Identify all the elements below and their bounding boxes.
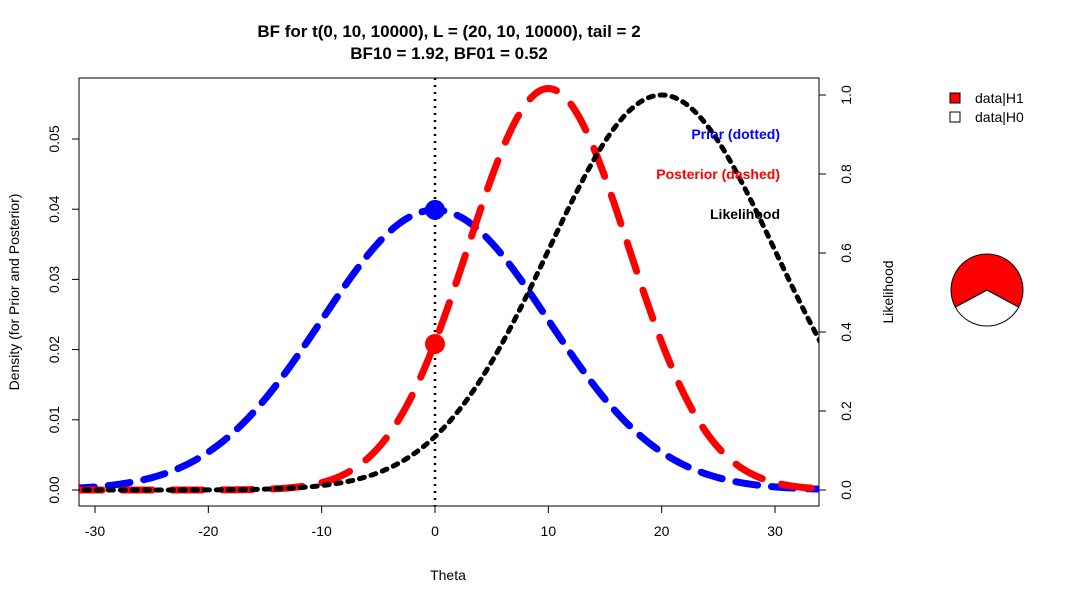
prior-at-zero-point xyxy=(425,199,445,220)
x-tick-label: 10 xyxy=(541,523,557,539)
y-left-tick-label: 0.04 xyxy=(46,195,62,222)
x-tick-label: -20 xyxy=(198,523,218,539)
y-right-tick-label: 0.4 xyxy=(838,322,854,342)
annotation-likelihood: Likelihood xyxy=(710,206,780,222)
pie-chart xyxy=(950,253,1024,327)
y-right-tick-label: 0.8 xyxy=(838,164,854,184)
x-tick-label: 20 xyxy=(654,523,670,539)
y-left-tick-label: 0.00 xyxy=(46,476,62,503)
x-tick-label: -10 xyxy=(312,523,332,539)
legend-swatch-h0 xyxy=(949,111,961,123)
pie-slice-h1 xyxy=(950,253,1024,308)
posterior-curve xyxy=(79,84,819,494)
y-left-tick-label: 0.02 xyxy=(46,336,62,363)
legend: data|H1 data|H0 xyxy=(949,90,1024,125)
y-right-tick-label: 0.0 xyxy=(838,480,854,500)
series-group xyxy=(79,78,819,506)
chart-subtitle: BF10 = 1.92, BF01 = 0.52 xyxy=(350,44,548,63)
y-left-tick-label: 0.05 xyxy=(46,125,62,152)
x-tick-label: 30 xyxy=(767,523,783,539)
legend-label-h0: data|H0 xyxy=(975,109,1024,125)
y-axis-label-right: Likelihood xyxy=(880,260,896,323)
x-tick-label: -30 xyxy=(85,523,105,539)
legend-swatch-h1 xyxy=(949,92,961,104)
chart-title: BF for t(0, 10, 10000), L = (20, 10, 100… xyxy=(257,22,640,41)
legend-label-h1: data|H1 xyxy=(975,90,1024,106)
x-tick-label: 0 xyxy=(431,523,439,539)
prior-curve xyxy=(79,206,819,493)
y-right-tick-label: 0.2 xyxy=(838,401,854,421)
x-axis-label: Theta xyxy=(430,567,466,583)
axes-group: -30 -20 -10 0 10 20 30 0.00 0.01 0.02 0.03 0.04 0.05… xyxy=(46,85,854,539)
points-group xyxy=(425,199,445,354)
y-axis-label-left: Density (for Prior and Posterior) xyxy=(6,194,22,391)
likelihood-curve xyxy=(79,92,819,493)
plot-frame xyxy=(78,77,820,507)
y-left-tick-label: 0.03 xyxy=(46,266,62,293)
annotation-posterior: Posterior (dashed) xyxy=(656,166,780,182)
posterior-at-zero-point xyxy=(425,333,445,354)
annotation-prior: Prior (dotted) xyxy=(691,126,780,142)
y-right-tick-label: 0.6 xyxy=(838,243,854,263)
y-right-tick-label: 1.0 xyxy=(838,85,854,105)
y-left-tick-label: 0.01 xyxy=(46,406,62,433)
